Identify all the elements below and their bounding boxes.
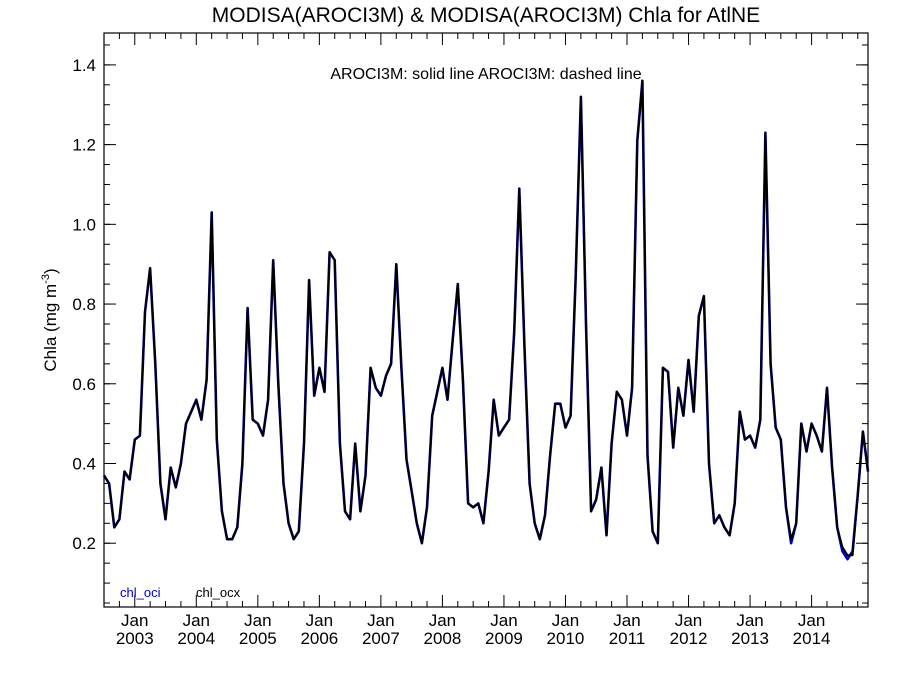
y-tick-label: 0.8	[72, 295, 96, 314]
y-axis: 0.2 0.4 0.6 0.8 1.0 1.2 1.4	[72, 44, 868, 604]
x-tick-month-label: Jan	[675, 611, 702, 630]
plot-frame	[103, 32, 869, 608]
legend-chl-oci: chl_oci	[120, 585, 161, 600]
x-tick-year-label: 2011	[609, 629, 646, 648]
x-tick-month-label: Jan	[367, 611, 394, 630]
series-lines	[102, 79, 870, 561]
x-axis: Jan2003Jan2004Jan2005Jan2006Jan2007Jan20…	[103, 33, 859, 648]
x-tick-year-label: 2003	[116, 629, 154, 648]
line-style-annotation: AROCI3M: solid line AROCI3M: dashed line	[330, 66, 641, 83]
x-tick-year-label: 2013	[731, 629, 769, 648]
x-tick-year-label: 2004	[177, 629, 215, 648]
x-tick-year-label: 2006	[300, 629, 338, 648]
y-axis-label: Chla (mg m-3)	[40, 268, 60, 371]
y-tick-label: 1.0	[72, 215, 96, 234]
legend-chl-ocx: chl_ocx	[196, 585, 241, 600]
x-tick-month-label: Jan	[244, 611, 271, 630]
x-tick-month-label: Jan	[552, 611, 579, 630]
series-line-chl-ocx	[103, 79, 869, 557]
x-tick-month-label: Jan	[306, 611, 333, 630]
y-axis-label-main: Chla (mg m	[41, 284, 60, 372]
x-tick-year-label: 2007	[362, 629, 400, 648]
chart-title: MODISA(AROCI3M) & MODISA(AROCI3M) Chla f…	[212, 4, 760, 27]
x-tick-year-label: 2014	[793, 629, 831, 648]
y-tick-label: 0.2	[72, 534, 96, 553]
x-tick-year-label: 2005	[239, 629, 277, 648]
x-tick-month-label: Jan	[613, 611, 640, 630]
x-tick-month-label: Jan	[121, 611, 148, 630]
x-tick-year-label: 2010	[547, 629, 585, 648]
x-tick-year-label: 2012	[670, 629, 708, 648]
y-axis-label-tail: )	[41, 268, 60, 274]
x-tick-month-label: Jan	[183, 611, 210, 630]
y-axis-label-exponent: -3	[40, 274, 52, 284]
y-tick-label: 0.6	[72, 375, 96, 394]
x-tick-month-label: Jan	[798, 611, 825, 630]
x-tick-month-label: Jan	[429, 611, 456, 630]
x-tick-year-label: 2008	[424, 629, 462, 648]
y-tick-label: 1.4	[72, 56, 96, 75]
y-tick-label: 1.2	[72, 136, 96, 155]
x-tick-month-label: Jan	[490, 611, 517, 630]
y-tick-label: 0.4	[72, 455, 96, 474]
x-tick-month-label: Jan	[736, 611, 763, 630]
x-tick-year-label: 2009	[485, 629, 523, 648]
